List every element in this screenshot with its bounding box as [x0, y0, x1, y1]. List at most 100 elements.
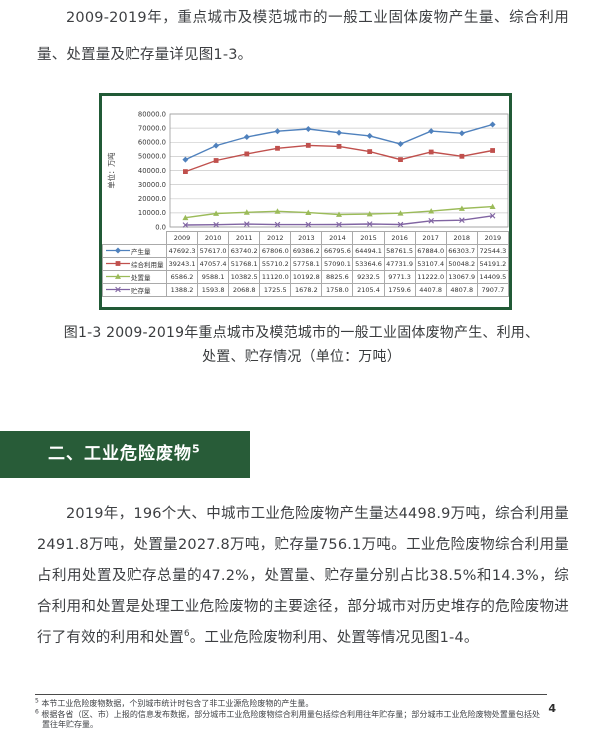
section-heading-text: 二、工业危险废物 — [48, 444, 192, 464]
value-cell: 2068.8 — [228, 283, 261, 297]
value-cell: 1593.8 — [197, 283, 230, 297]
value-cell: 4407.8 — [414, 283, 447, 297]
value-cell: 10382.5 — [228, 270, 261, 284]
value-cell: 66795.6 — [321, 244, 354, 258]
value-cell: 8825.6 — [321, 270, 354, 284]
value-cell: 9588.1 — [197, 270, 230, 284]
value-cell: 6586.2 — [165, 270, 199, 284]
chart-figure: 0.0 10000.0 20000.0 30000.0 40000.0 50000.0 60… — [99, 93, 512, 310]
value-cell: 72544.3 — [476, 244, 510, 258]
year-cell: 2017 — [414, 231, 447, 245]
value-cell: 11120.0 — [259, 270, 292, 284]
body-text-part1: 2019年，196个大、中城市工业危险废物产生量达4498.9万吨，综合利用量2… — [37, 506, 569, 646]
body-footnote-ref: 6 — [184, 629, 190, 640]
y-tick-label: 40000.0 — [138, 167, 166, 175]
table-row-storage: 贮存量 1388.2 1593.8 2068.8 1725.5 1678.2 1758.0 2… — [102, 283, 510, 297]
value-cell: 4807.8 — [445, 283, 478, 297]
value-cell: 51768.1 — [228, 257, 261, 271]
intro-paragraph: 2009-2019年，重点城市及模范城市的一般工业固体废物产生量、综合利用量、处… — [37, 10, 569, 63]
value-cell: 57090.1 — [321, 257, 354, 271]
y-tick-label: 80000.0 — [138, 110, 166, 118]
body-text-part2: 。工业危险废物利用、处置等情况见图1-4。 — [189, 630, 479, 646]
value-cell: 10192.8 — [290, 270, 323, 284]
year-cell: 2018 — [445, 231, 478, 245]
value-cell: 66303.7 — [445, 244, 478, 258]
footnote-separator — [35, 694, 547, 695]
value-cell: 11222.0 — [414, 270, 447, 284]
table-row-years: 2009 2010 2011 2012 2013 2014 2015 2016 2017 2018… — [103, 231, 510, 245]
table-corner-cell — [103, 232, 167, 245]
y-tick-label: 20000.0 — [138, 195, 166, 203]
line-chart-plot: 0.0 10000.0 20000.0 30000.0 40000.0 50000.0 60… — [107, 110, 509, 231]
chart-data-table: 2009 2010 2011 2012 2013 2014 2015 2016 2017 2018… — [102, 231, 510, 297]
legend-key-disposal — [106, 273, 130, 279]
value-cell: 54191.2 — [476, 257, 510, 271]
value-cell: 69386.2 — [290, 244, 323, 258]
value-cell: 9232.5 — [352, 270, 385, 284]
page-number: 4 — [548, 702, 556, 715]
body-paragraph: 2019年，196个大、中城市工业危险废物产生量达4498.9万吨，综合利用量2… — [37, 499, 569, 654]
footnote-marker: 6 — [35, 707, 39, 715]
legend-key-storage — [106, 286, 130, 292]
value-cell: 67884.0 — [414, 244, 447, 258]
legend-cell-production: 产生量 — [102, 244, 167, 258]
legend-key-utilization — [106, 260, 130, 266]
legend-cell-disposal: 处置量 — [102, 270, 167, 284]
figure-caption-line1: 图1-3 2009-2019年重点城市及模范城市的一般工业固体废物产生、利用、 — [63, 325, 540, 341]
table-row-disposal: 处置量 6586.2 9588.1 10382.5 11120.0 10192.8 8825… — [102, 270, 510, 284]
year-cell: 2016 — [383, 231, 416, 245]
value-cell: 13067.9 — [445, 270, 478, 284]
footnote-text: 本节工业危险废物数据，个别城市统计时包含了非工业源危险废物的产生量。 — [41, 699, 314, 708]
value-cell: 50048.2 — [445, 257, 478, 271]
table-row-utilization: 综合利用量 39243.1 47057.4 51768.1 55710.2 57758.1… — [102, 257, 510, 271]
year-cell: 2011 — [228, 231, 261, 245]
year-cell: 2010 — [197, 231, 230, 245]
value-cell: 1678.2 — [290, 283, 323, 297]
value-cell: 1758.0 — [321, 283, 354, 297]
footnote-text: 根据各省（区、市）上报的信息发布数据，部分城市工业危险废物综合利用量包括综合利用… — [41, 709, 540, 730]
value-cell: 55710.2 — [259, 257, 292, 271]
section-heading-footnote-ref: 5 — [192, 442, 201, 456]
value-cell: 64494.1 — [352, 244, 385, 258]
series-line-storage — [185, 215, 493, 226]
value-cell: 47731.9 — [383, 257, 416, 271]
footnote-5: 5 本节工业危险废物数据，个别城市统计时包含了非工业源危险废物的产生量。 — [35, 697, 540, 710]
y-tick-label: 10000.0 — [138, 209, 166, 217]
value-cell: 58761.5 — [383, 244, 416, 258]
year-cell: 2012 — [259, 231, 292, 245]
value-cell: 53107.4 — [414, 257, 447, 271]
value-cell: 14409.5 — [476, 270, 510, 284]
value-cell: 1388.2 — [165, 283, 199, 297]
legend-cell-storage: 贮存量 — [102, 283, 167, 297]
value-cell: 39243.1 — [165, 257, 199, 271]
value-cell: 1725.5 — [259, 283, 292, 297]
year-cell: 2019 — [476, 231, 510, 245]
legend-cell-utilization: 综合利用量 — [102, 257, 167, 271]
y-tick-label: 30000.0 — [138, 181, 166, 189]
series-label: 贮存量 — [131, 286, 151, 295]
value-cell: 67806.0 — [259, 244, 292, 258]
series-label: 综合利用量 — [131, 260, 164, 269]
value-cell: 53364.6 — [352, 257, 385, 271]
value-cell: 2105.4 — [352, 283, 385, 297]
value-cell: 1759.6 — [383, 283, 416, 297]
year-cell: 2013 — [290, 231, 323, 245]
year-cell: 2015 — [352, 231, 385, 245]
y-axis-title: 单位：万吨 — [107, 153, 116, 189]
footnote-6: 6 根据各省（区、市）上报的信息发布数据，部分城市工业危险废物综合利用量包括综合… — [35, 707, 540, 731]
y-tick-label: 50000.0 — [138, 153, 166, 161]
section-heading: 二、工业危险废物5 — [0, 431, 250, 478]
value-cell: 57617.0 — [197, 244, 230, 258]
legend-key-production — [106, 247, 130, 253]
year-cell: 2014 — [321, 231, 354, 245]
y-tick-label: 60000.0 — [138, 139, 166, 147]
y-tick-label: 0.0 — [155, 223, 166, 231]
footnotes: 5 本节工业危险废物数据，个别城市统计时包含了非工业源危险废物的产生量。 6 根据… — [35, 697, 540, 731]
value-cell: 47692.3 — [165, 244, 199, 258]
footnote-marker: 5 — [35, 697, 39, 705]
plot-border — [169, 113, 509, 228]
table-row-production: 产生量 47692.3 57617.0 63740.2 67806.0 69386.2 66… — [102, 244, 510, 258]
year-cell: 2009 — [165, 231, 199, 245]
value-cell: 47057.4 — [197, 257, 230, 271]
